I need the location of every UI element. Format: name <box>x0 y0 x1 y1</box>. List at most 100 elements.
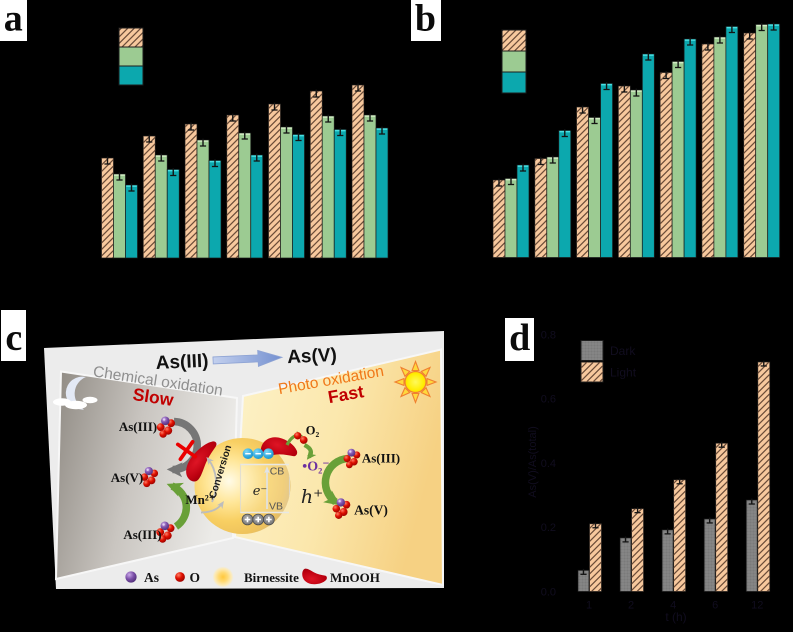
mn-release-arrow <box>200 500 224 514</box>
polygon-shape <box>420 386 432 398</box>
bar-chart-a-g3-s1-hatch <box>185 124 197 258</box>
polygon-shape <box>426 377 438 387</box>
bar-chart-b-g3-s3 <box>600 83 613 258</box>
panel-d-chart: 1 2 4 6 120.00.20.40.60.8t (h)As(V)/As(total… <box>527 330 771 624</box>
superoxide-label: •O₂⁻ <box>302 460 329 475</box>
bar-chart-b-g7-s2 <box>755 24 769 258</box>
legend-swatch-teal <box>501 71 527 94</box>
legend-purple-sphere-icon <box>125 571 137 583</box>
bar-chart-b-g7-s1-hatch <box>743 33 756 258</box>
line-shape <box>178 439 195 462</box>
bar-chart-a-g5-s3 <box>292 134 305 259</box>
d-xtick-label: 12 <box>751 600 763 612</box>
electron-label: e⁻ <box>253 484 268 499</box>
polygon-shape <box>399 366 411 378</box>
bar-chart-b-g2-s2 <box>546 156 560 258</box>
panel-a-letter: a <box>4 0 23 40</box>
legend-swatch-teal <box>118 65 144 86</box>
bar-chart-a-g6-s3 <box>333 129 347 259</box>
rect-shape <box>411 0 441 41</box>
bar-chart-b-g4-s3 <box>641 53 655 258</box>
panel-label-d: d <box>505 317 534 361</box>
panel-b-chart <box>492 22 781 258</box>
polygon-shape <box>420 366 432 378</box>
bar-chart-a-g7-s2 <box>363 114 377 259</box>
moon-icon <box>53 376 98 410</box>
o2-label: O₂ <box>306 424 320 438</box>
polygon-shape <box>399 386 411 398</box>
g-shape <box>244 516 272 523</box>
legend-birnessite-icon <box>212 566 234 588</box>
bar-chart-b-g6-s3 <box>725 26 739 258</box>
bar-chart-b-g6-s2 <box>713 36 727 258</box>
as3-top-label: As(III) <box>119 419 157 434</box>
bar-chart-a-g1-s2 <box>113 173 126 259</box>
bar-chart-b-g5-s2 <box>671 61 685 258</box>
legend-mnooh-label: MnOOH <box>330 570 380 585</box>
bar-chart-a-g5-s2 <box>280 126 293 259</box>
polygon-shape <box>393 377 405 387</box>
sun-icon <box>393 359 438 405</box>
bar-chart-b-g5-s1-hatch <box>660 72 673 258</box>
panel-label-c: c <box>1 310 26 361</box>
panel-label-a: a <box>0 0 27 41</box>
bar-chart-b-g5-s3 <box>683 38 697 258</box>
d-legend-swatch-hatch <box>581 362 603 382</box>
panel-c-legend: As O Birnessite MnOOH <box>125 566 380 588</box>
bar-chart-a-g2-s3 <box>166 169 180 259</box>
d-xtick-label: 6 <box>712 600 718 612</box>
bar-d-g4-light-hatch <box>715 443 728 592</box>
bar-chart-b-g3-s1-hatch <box>576 107 589 258</box>
as3-right-label: As(III) <box>362 451 400 466</box>
bar-chart-a-g2-s1-hatch <box>143 136 156 258</box>
bar-chart-a-g4-s1-hatch <box>226 115 239 258</box>
bar-chart-a-g3-s2 <box>196 139 210 259</box>
legend-birnessite-label: Birnessite <box>244 570 299 585</box>
bar-chart-a-g6-s1-hatch <box>310 91 323 258</box>
d-ytick-label: 0.0 <box>541 586 556 598</box>
rect-shape <box>505 318 534 361</box>
bar-d-g2-light-hatch <box>631 508 644 592</box>
bar-chart-b-g1-s2 <box>504 178 518 258</box>
bar-d-g5-dark-texture <box>746 500 758 592</box>
blocked-x-icon <box>175 439 198 462</box>
bar-chart-b-g2-s3 <box>558 130 572 258</box>
g-shape <box>393 359 438 405</box>
bar-d-g1-light-hatch <box>589 523 602 592</box>
d-xtick-label: 2 <box>628 600 634 612</box>
green-arc-arrow-left <box>166 482 191 530</box>
header-as5-label: As(V) <box>287 345 338 368</box>
d-xtick-label: 1 <box>586 600 592 612</box>
bar-chart-b-g3-s2 <box>588 117 601 258</box>
legend-o-label: O <box>190 570 201 585</box>
mn2-label: Mn²⁺ <box>185 492 215 507</box>
polygon-shape <box>411 392 420 405</box>
bar-chart-a-g4-s2 <box>238 132 252 259</box>
conversion-arrow <box>206 457 218 503</box>
bar-chart-a-g3-s3 <box>208 160 222 259</box>
d-legend-label-dark: Dark <box>610 344 636 358</box>
panel-b-letter: b <box>415 0 436 40</box>
bar-chart-a-g1-s3 <box>125 184 138 259</box>
legend-swatch-hatch <box>118 27 144 48</box>
d-legend-label-light: Light <box>610 366 637 380</box>
bar-chart-b-g1-s1-hatch <box>493 180 505 258</box>
holes-icons <box>241 513 275 526</box>
rect-shape <box>1 310 26 361</box>
header-arrow-icon <box>212 349 284 367</box>
gray-arc-arrow <box>166 417 201 478</box>
vb-label: VB <box>269 501 283 513</box>
bar-chart-a-g4-s3 <box>250 154 264 259</box>
superoxide-arrow <box>303 443 317 460</box>
as5-right-label: As(V) <box>354 503 388 518</box>
bar-d-g2-dark-texture <box>620 537 632 592</box>
d-ytick-label: 0.2 <box>541 522 556 534</box>
panel-d-letter: d <box>509 317 530 359</box>
panel-c-diagram: As(III) As(V) Chemical oxidation Slow Ph… <box>44 331 445 589</box>
as5-left-label: As(V) <box>111 470 144 485</box>
bar-chart-a-g2-s2 <box>154 154 168 259</box>
holes-label: h⁺ <box>301 486 323 508</box>
circle-shape <box>404 370 427 394</box>
